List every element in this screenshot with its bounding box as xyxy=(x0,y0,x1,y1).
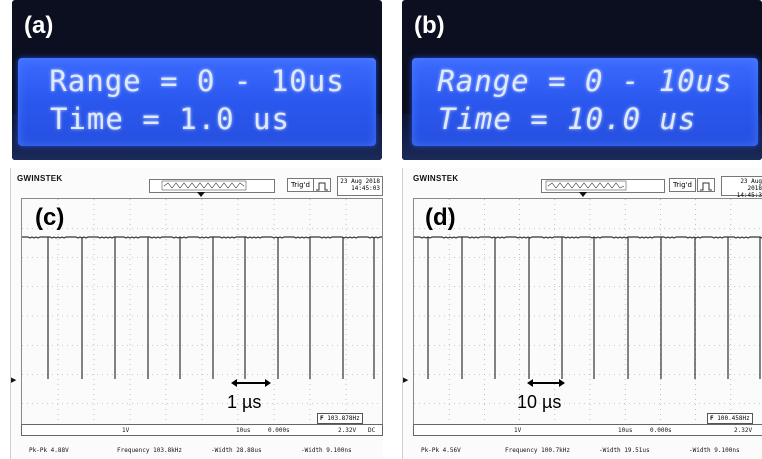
oscilloscope-c: GWINSTEK Trig'd 23 Aug 2018 14:45:03 ▶ (… xyxy=(10,168,383,459)
freq-value: 103.878Hz xyxy=(327,415,360,422)
time-scale-label: 1 µs xyxy=(227,392,262,412)
measurement-width-2: -Width 9.100ns xyxy=(689,447,740,454)
date-text: 23 Aug 2018 xyxy=(340,178,380,185)
channel-scale: 1V xyxy=(514,427,522,434)
waveform-display xyxy=(22,199,382,433)
trig-status: Trig'd xyxy=(669,178,696,192)
trigger-position-icon xyxy=(579,192,587,197)
lcd-photo-a: (a) Range = 0 - 10us Time = 1.0 us xyxy=(12,0,382,160)
panel-label-a: (a) xyxy=(24,12,54,39)
double-arrow-icon xyxy=(527,379,565,387)
brand-logo: GWINSTEK xyxy=(413,174,459,183)
memory-bar xyxy=(541,179,665,193)
timebase: 10us xyxy=(618,427,633,434)
freq-value: 100.458Hz xyxy=(717,415,750,422)
lcd-range-line: Range = 0 - 10us xyxy=(49,64,345,98)
time-text: 14:45:03 xyxy=(351,185,380,192)
freq-icon: F xyxy=(320,415,328,422)
measurement-pkpk: Pk-Pk 4.88V xyxy=(29,447,69,454)
date-time: 23 Aug 2018 14:45:3 xyxy=(721,176,762,199)
double-arrow-icon xyxy=(231,379,271,387)
waveform-trace xyxy=(414,236,762,239)
lcd-screen-b: Range = 0 - 10us Time = 10.0 us xyxy=(412,58,758,146)
panel-label-c: (c) xyxy=(35,204,65,231)
horizontal-position: 0.000s xyxy=(650,427,672,434)
waveform-display xyxy=(414,199,762,433)
time-scale-label: 10 µs xyxy=(517,392,562,412)
lcd-range-line: Range = 0 - 10us xyxy=(437,64,733,98)
memory-bar xyxy=(149,179,275,193)
trigger-level: 2.32V xyxy=(338,427,357,434)
waveform-trace xyxy=(22,236,382,239)
trigger-level: 2.32V xyxy=(734,427,753,434)
measurement-pkpk: Pk-Pk 4.56V xyxy=(421,447,461,454)
scope-grid xyxy=(413,198,762,434)
lcd-time-line: Time = 1.0 us xyxy=(50,102,290,136)
status-bar: 1V 10us 0.000s 2.32V DC xyxy=(21,424,383,436)
measurement-width-2: -Width 9.100ns xyxy=(301,447,352,454)
frequency-readout: F 103.878Hz xyxy=(317,413,363,424)
lcd-screen-a: Range = 0 - 10us Time = 1.0 us xyxy=(18,58,376,146)
trigger-position-icon xyxy=(197,192,205,197)
measurement-frequency: Frequency 103.8kHz xyxy=(117,447,183,454)
frequency-readout: F 100.458Hz xyxy=(707,413,753,424)
lcd-photo-b: (b) Range = 0 - 10us Time = 10.0 us xyxy=(402,0,762,160)
panel-label-b: (b) xyxy=(414,12,445,39)
measurement-frequency: Frequency 100.7kHz xyxy=(505,447,571,454)
timebase: 10us xyxy=(236,427,251,434)
coupling: DC xyxy=(368,427,376,434)
measurement-width: -Width 28.88us xyxy=(211,447,262,454)
channel-ground-marker: ▶ xyxy=(11,376,17,384)
oscilloscope-d: GWINSTEK Trig'd 23 Aug 2018 14:45:3 ▶ (d… xyxy=(402,168,762,459)
channel-scale: 1V xyxy=(122,427,130,434)
panel-label-d: (d) xyxy=(425,204,456,231)
horizontal-position: 0.000s xyxy=(268,427,290,434)
channel-ground-marker: ▶ xyxy=(403,376,409,384)
date-text: 23 Aug 2018 xyxy=(740,178,762,192)
waveform-overview-icon xyxy=(161,180,247,191)
waveform-overview-icon xyxy=(545,180,627,191)
status-bar: 1V 10us 0.000s 2.32V xyxy=(413,424,762,436)
trigger-mode-icon xyxy=(313,178,331,192)
scope-grid xyxy=(21,198,383,434)
brand-logo: GWINSTEK xyxy=(17,174,63,183)
time-text: 14:45:3 xyxy=(736,192,762,199)
date-time: 23 Aug 2018 14:45:03 xyxy=(337,176,383,196)
trig-status: Trig'd xyxy=(287,178,314,192)
lcd-time-line: Time = 10.0 us xyxy=(438,102,697,136)
trigger-mode-icon xyxy=(697,178,715,192)
measurement-width: -Width 19.51us xyxy=(599,447,650,454)
freq-icon: F xyxy=(710,415,718,422)
